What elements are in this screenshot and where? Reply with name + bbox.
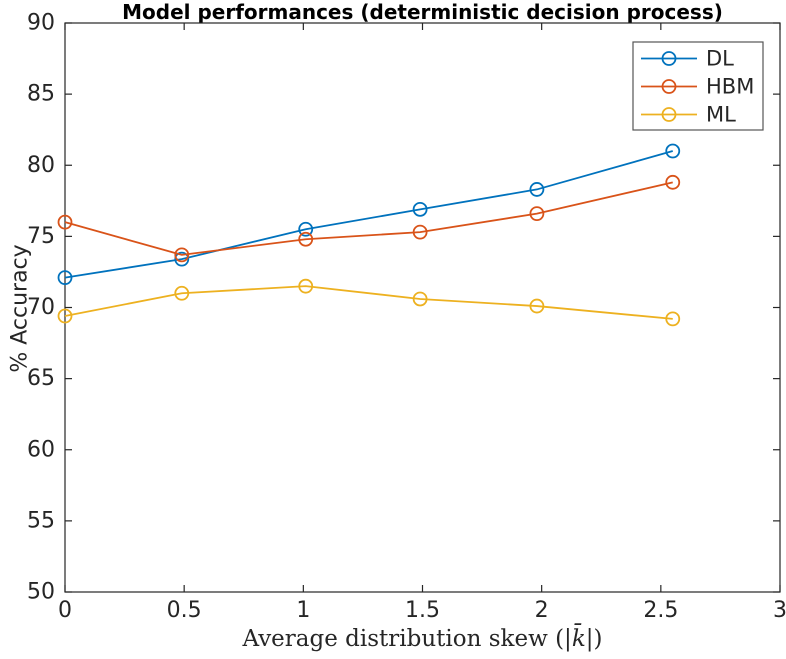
data-point-ML	[529, 298, 545, 314]
legend-label-DL: DL	[706, 47, 734, 71]
y-tick-label: 80	[27, 153, 55, 178]
x-tick-label: 2.5	[643, 598, 678, 623]
y-tick-label: 50	[27, 580, 55, 605]
series-ML	[57, 278, 681, 327]
legend: DL HBM ML	[632, 41, 764, 131]
y-tick-label: 55	[27, 508, 55, 533]
y-tick-label: 85	[27, 82, 55, 107]
data-point-HBM	[665, 174, 681, 190]
data-point-DL	[298, 221, 314, 237]
data-point-DL	[57, 270, 73, 286]
legend-marker-DL	[661, 51, 677, 66]
series-DL	[57, 143, 681, 286]
legend-marker-ML	[661, 107, 677, 122]
data-point-HBM	[174, 247, 190, 263]
y-tick-label: 60	[27, 437, 55, 462]
x-tick-label: 3	[773, 598, 786, 623]
x-tick-label: 1	[296, 598, 310, 623]
data-point-ML	[174, 285, 190, 301]
data-point-ML	[412, 291, 428, 307]
data-point-DL	[529, 182, 545, 197]
data-point-ML	[57, 308, 73, 324]
x-tick-label: 0	[58, 598, 72, 623]
y-tick-label: 75	[27, 224, 55, 249]
x-axis-label-prefix: Average distribution skew (|	[242, 626, 572, 652]
series-line-DL	[64, 150, 673, 279]
x-tick-label: 2	[535, 598, 549, 623]
chart-title: Model performances (deterministic decisi…	[122, 0, 723, 24]
data-point-DL	[174, 251, 190, 267]
x-tick-label: 0.5	[167, 598, 202, 623]
series-HBM	[57, 174, 681, 263]
legend-label-ML: ML	[706, 103, 736, 127]
legend-marker-HBM	[661, 79, 677, 94]
data-point-ML	[665, 311, 681, 327]
data-point-DL	[412, 201, 428, 217]
data-point-HBM	[529, 206, 545, 222]
data-point-DL	[665, 143, 681, 159]
data-point-HBM	[57, 214, 73, 230]
y-tick-label: 65	[27, 366, 55, 391]
data-point-HBM	[298, 231, 314, 247]
y-tick-labels: 50 55 60 65 70 75 80 85 90	[27, 11, 55, 605]
x-tick-label: 1.5	[405, 598, 440, 623]
data-point-HBM	[412, 224, 428, 240]
legend-label-HBM: HBM	[706, 75, 754, 99]
x-axis-label: Average distribution skew (|k̄|)	[65, 626, 780, 652]
y-tick-label: 90	[27, 11, 55, 36]
x-axis-label-variable: k̄	[571, 626, 586, 652]
series-line-ML	[64, 285, 673, 320]
series-line-HBM	[64, 181, 673, 256]
y-tick-label: 70	[27, 295, 55, 320]
data-point-ML	[298, 278, 314, 294]
axis-ticks	[64, 22, 781, 593]
x-tick-labels: 0 0.5 1 1.5 2 2.5 3	[58, 598, 786, 623]
x-axis-label-suffix: |)	[585, 626, 603, 652]
